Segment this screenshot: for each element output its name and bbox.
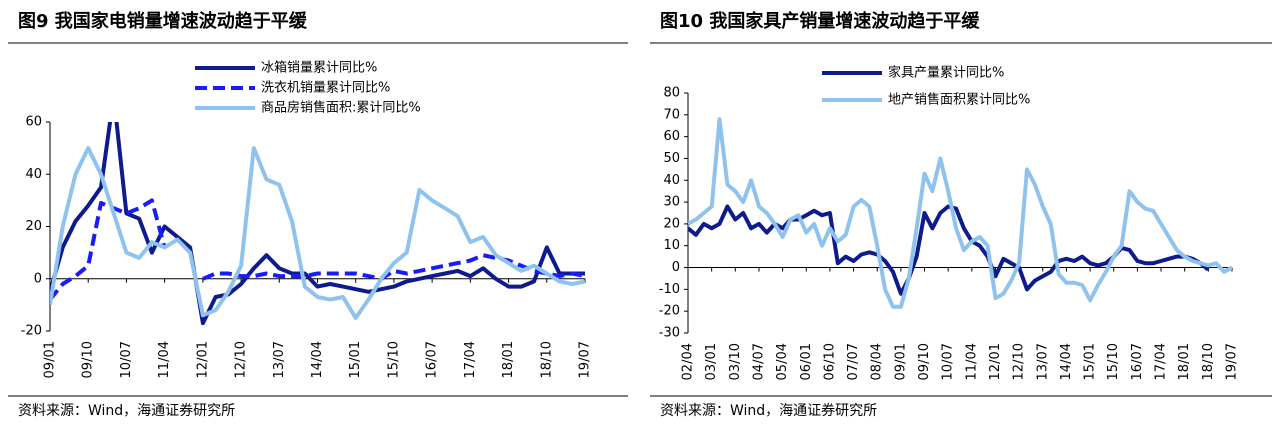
y-tick-label: 60 — [25, 115, 42, 130]
x-tick-label: 18/10 — [1201, 343, 1216, 380]
x-tick-label: 03/01 — [704, 343, 719, 380]
plot-area — [50, 122, 585, 326]
x-tick-label: 16/07 — [1130, 343, 1145, 380]
series-line — [688, 204, 1210, 296]
x-tick-label: 17/04 — [1154, 343, 1169, 380]
legend-label: 商品房销售面积:累计同比% — [261, 100, 421, 116]
x-tick-label: 15/01 — [348, 341, 363, 378]
plot-area — [688, 117, 1232, 309]
x-tick-label: 09/01 — [893, 343, 908, 380]
legend-label: 家具产量累计同比% — [888, 65, 1004, 81]
x-tick-label: 17/04 — [463, 341, 478, 378]
x-tick-label: 07/07 — [846, 343, 861, 380]
x-tick-label: 06/01 — [799, 343, 814, 380]
source-note: 资料来源：Wind，海通证券研究所 — [18, 403, 235, 419]
y-tick-label: 20 — [25, 219, 42, 234]
x-tick-label: 16/07 — [425, 341, 440, 378]
x-tick-label: 10/07 — [119, 341, 134, 378]
source-note: 资料来源：Wind，海通证券研究所 — [660, 403, 877, 419]
y-tick-label: 0 — [34, 271, 42, 286]
x-tick-label: 11/04 — [157, 341, 172, 378]
y-tick-label: 50 — [663, 151, 680, 166]
legend-label: 地产销售面积累计同比% — [888, 92, 1030, 108]
x-tick-label: 12/01 — [988, 343, 1003, 380]
x-tick-label: 14/04 — [1059, 343, 1074, 380]
x-tick-label: 12/10 — [234, 341, 249, 378]
x-tick-label: 09/10 — [81, 341, 96, 378]
x-tick-label: 15/01 — [1083, 343, 1098, 380]
x-tick-label: 18/01 — [1177, 343, 1192, 380]
x-tick-label: 19/07 — [1225, 343, 1240, 380]
x-tick-label: 02/04 — [681, 343, 696, 380]
x-tick-label: 19/07 — [578, 341, 593, 378]
y-tick-label: 40 — [25, 167, 42, 182]
x-tick-label: 03/10 — [728, 343, 743, 380]
x-tick-label: 05/04 — [775, 343, 790, 380]
chart-title: 图10 我国家具产销量增速波动趋于平缓 — [660, 10, 980, 32]
x-tick-label: 10/07 — [941, 343, 956, 380]
series-line — [688, 117, 1232, 309]
x-tick-label: 06/10 — [822, 343, 837, 380]
x-tick-label: 04/07 — [751, 343, 766, 380]
series-line — [50, 122, 585, 326]
y-tick-label: 70 — [663, 107, 680, 122]
y-tick-label: 40 — [663, 173, 680, 188]
legend-label: 冰箱销量累计同比% — [261, 60, 377, 76]
y-tick-label: -10 — [659, 282, 680, 297]
y-tick-label: 10 — [663, 238, 680, 253]
x-tick-label: 13/07 — [1035, 343, 1050, 380]
y-tick-label: 60 — [663, 129, 680, 144]
series-line — [50, 146, 585, 320]
x-tick-label: 08/04 — [870, 343, 885, 380]
x-tick-label: 09/10 — [917, 343, 932, 380]
chart-title: 图9 我国家电销量增速波动趋于平缓 — [18, 10, 308, 32]
x-tick-label: 13/07 — [272, 341, 287, 378]
x-tick-label: 11/04 — [964, 343, 979, 380]
x-tick-label: 18/10 — [539, 341, 554, 378]
y-tick-label: 0 — [672, 260, 680, 275]
y-tick-label: 30 — [663, 195, 680, 210]
legend-label: 洗衣机销量累计同比% — [261, 80, 390, 96]
x-tick-label: 12/10 — [1012, 343, 1027, 380]
x-tick-label: 12/01 — [195, 341, 210, 378]
x-tick-label: 09/01 — [43, 341, 58, 378]
x-tick-label: 18/01 — [501, 341, 516, 378]
y-tick-label: 20 — [663, 216, 680, 231]
x-tick-label: 15/10 — [1106, 343, 1121, 380]
series-line — [50, 198, 585, 301]
x-tick-label: 14/04 — [310, 341, 325, 378]
x-tick-label: 15/10 — [386, 341, 401, 378]
y-tick-label: 80 — [663, 86, 680, 101]
y-tick-label: -30 — [659, 326, 680, 341]
y-tick-label: -20 — [21, 324, 42, 339]
y-tick-label: -20 — [659, 304, 680, 319]
